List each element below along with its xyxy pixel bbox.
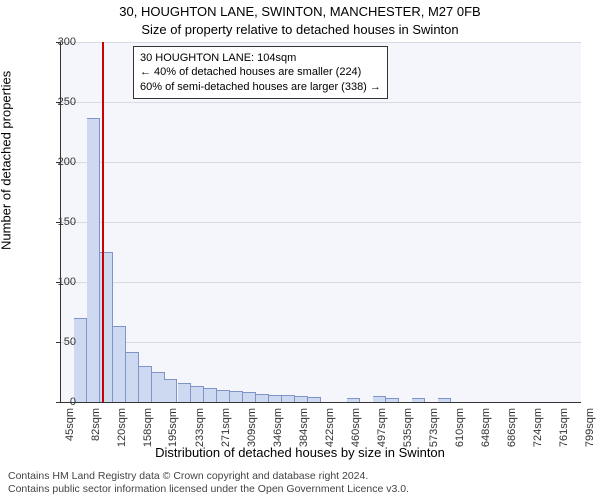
- xtick-label: 497sqm: [376, 408, 388, 456]
- annotation-box: 30 HOUGHTON LANE: 104sqm ← 40% of detach…: [133, 46, 388, 99]
- xtick-label: 82sqm: [90, 408, 102, 456]
- bar: [295, 396, 308, 402]
- ytick-label: 250: [46, 96, 76, 108]
- bar: [438, 398, 451, 402]
- annotation-line: ← 40% of detached houses are smaller (22…: [140, 65, 381, 79]
- gridline: [61, 42, 581, 43]
- bar: [269, 395, 282, 402]
- bar: [347, 398, 360, 402]
- marker-line: [102, 42, 104, 402]
- footer-line: Contains HM Land Registry data © Crown c…: [8, 470, 409, 483]
- xtick-label: 422sqm: [324, 408, 336, 456]
- chart-container: 30, HOUGHTON LANE, SWINTON, MANCHESTER, …: [0, 0, 600, 500]
- footer-line: Contains public sector information licen…: [8, 483, 409, 496]
- xtick-label: 346sqm: [272, 408, 284, 456]
- ytick-label: 300: [46, 36, 76, 48]
- bar: [386, 398, 399, 402]
- xtick-label: 384sqm: [298, 408, 310, 456]
- bar: [74, 318, 87, 402]
- plot-area: 30 HOUGHTON LANE: 104sqm ← 40% of detach…: [60, 42, 581, 403]
- xtick-label: 686sqm: [506, 408, 518, 456]
- bar: [217, 390, 230, 402]
- xtick-label: 45sqm: [64, 408, 76, 456]
- ytick-label: 100: [46, 276, 76, 288]
- bar: [308, 397, 321, 402]
- footer-attribution: Contains HM Land Registry data © Crown c…: [8, 470, 409, 496]
- xtick-label: 120sqm: [116, 408, 128, 456]
- xtick-label: 158sqm: [142, 408, 154, 456]
- chart-title: 30, HOUGHTON LANE, SWINTON, MANCHESTER, …: [0, 4, 600, 19]
- bar: [373, 396, 386, 402]
- xtick-label: 648sqm: [480, 408, 492, 456]
- xtick-label: 309sqm: [246, 408, 258, 456]
- xtick-label: 195sqm: [167, 408, 179, 456]
- annotation-line: 60% of semi-detached houses are larger (…: [140, 80, 381, 94]
- annotation-line: 30 HOUGHTON LANE: 104sqm: [140, 51, 381, 65]
- xtick-label: 535sqm: [402, 408, 414, 456]
- bar: [87, 118, 100, 402]
- gridline: [61, 342, 581, 343]
- xtick-label: 233sqm: [194, 408, 206, 456]
- bar: [256, 394, 269, 402]
- gridline: [61, 222, 581, 223]
- bar: [139, 366, 152, 402]
- bar: [178, 383, 191, 402]
- bar: [230, 391, 243, 402]
- xtick-label: 573sqm: [428, 408, 440, 456]
- gridline: [61, 102, 581, 103]
- xtick-label: 460sqm: [350, 408, 362, 456]
- ytick-label: 0: [46, 396, 76, 408]
- bar: [412, 398, 425, 402]
- bar: [282, 395, 295, 402]
- bar: [243, 392, 256, 402]
- gridline: [61, 162, 581, 163]
- bar: [126, 352, 139, 402]
- ytick-label: 200: [46, 156, 76, 168]
- bar: [152, 372, 165, 402]
- bar: [204, 388, 217, 402]
- bar: [191, 386, 204, 402]
- xtick-label: 271sqm: [220, 408, 232, 456]
- xtick-label: 610sqm: [454, 408, 466, 456]
- y-axis-label: Number of detached properties: [0, 71, 14, 250]
- bar: [113, 326, 126, 402]
- xtick-label: 761sqm: [558, 408, 570, 456]
- ytick-label: 50: [46, 336, 76, 348]
- chart-subtitle: Size of property relative to detached ho…: [0, 22, 600, 37]
- ytick-label: 150: [46, 216, 76, 228]
- xtick-label: 724sqm: [532, 408, 544, 456]
- bar: [164, 379, 177, 402]
- xtick-label: 799sqm: [584, 408, 596, 456]
- gridline: [61, 282, 581, 283]
